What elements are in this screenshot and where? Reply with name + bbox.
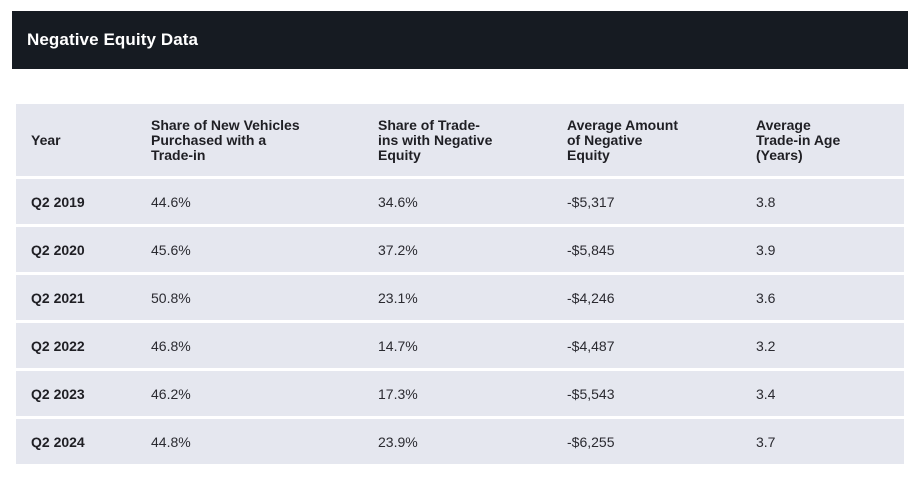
- average-trade-in-age-cell: 3.7: [741, 419, 904, 464]
- column-header-text: Share of Trade-ins with Negative Equity: [378, 116, 493, 163]
- share-negative-equity-cell: 23.9%: [363, 419, 552, 464]
- table-row: Q2 2021 50.8% 23.1% -$4,246 3.6: [16, 275, 904, 323]
- column-header-text: Average Amount of Negative Equity: [567, 116, 678, 163]
- title-bar: Negative Equity Data: [12, 11, 908, 69]
- share-new-vehicles-cell: 44.6%: [136, 179, 363, 227]
- average-negative-equity-cell: -$4,246: [552, 275, 741, 323]
- share-negative-equity-cell: 23.1%: [363, 275, 552, 323]
- table-row: Q2 2020 45.6% 37.2% -$5,845 3.9: [16, 227, 904, 275]
- table-row: Q2 2023 46.2% 17.3% -$5,543 3.4: [16, 371, 904, 419]
- average-trade-in-age-cell: 3.9: [741, 227, 904, 275]
- year-cell: Q2 2022: [16, 323, 136, 371]
- column-header-text: Share of New Vehicles Purchased with a T…: [151, 116, 300, 163]
- share-new-vehicles-cell: 45.6%: [136, 227, 363, 275]
- year-cell: Q2 2020: [16, 227, 136, 275]
- share-new-vehicles-cell: 46.2%: [136, 371, 363, 419]
- average-negative-equity-cell: -$6,255: [552, 419, 741, 464]
- year-cell: Q2 2021: [16, 275, 136, 323]
- average-trade-in-age-cell: 3.6: [741, 275, 904, 323]
- column-header-year: Year: [16, 104, 136, 179]
- average-trade-in-age-cell: 3.4: [741, 371, 904, 419]
- column-header-text: Average Trade-in Age (Years): [756, 116, 841, 163]
- average-negative-equity-cell: -$5,543: [552, 371, 741, 419]
- share-new-vehicles-cell: 50.8%: [136, 275, 363, 323]
- average-negative-equity-cell: -$5,317: [552, 179, 741, 227]
- column-header-average-negative-equity: Average Amount of Negative Equity: [552, 104, 741, 179]
- average-trade-in-age-cell: 3.2: [741, 323, 904, 371]
- share-negative-equity-cell: 14.7%: [363, 323, 552, 371]
- average-negative-equity-cell: -$4,487: [552, 323, 741, 371]
- page-title: Negative Equity Data: [27, 30, 199, 49]
- share-new-vehicles-cell: 46.8%: [136, 323, 363, 371]
- column-header-average-trade-in-age: Average Trade-in Age (Years): [741, 104, 904, 179]
- column-header-share-new-vehicles: Share of New Vehicles Purchased with a T…: [136, 104, 363, 179]
- table-header-row: Year Share of New Vehicles Purchased wit…: [16, 104, 904, 179]
- share-negative-equity-cell: 37.2%: [363, 227, 552, 275]
- share-negative-equity-cell: 34.6%: [363, 179, 552, 227]
- table-row: Q2 2022 46.8% 14.7% -$4,487 3.2: [16, 323, 904, 371]
- year-cell: Q2 2024: [16, 419, 136, 464]
- table-row: Q2 2019 44.6% 34.6% -$5,317 3.8: [16, 179, 904, 227]
- year-cell: Q2 2019: [16, 179, 136, 227]
- average-negative-equity-cell: -$5,845: [552, 227, 741, 275]
- share-negative-equity-cell: 17.3%: [363, 371, 552, 419]
- table-row: Q2 2024 44.8% 23.9% -$6,255 3.7: [16, 419, 904, 464]
- share-new-vehicles-cell: 44.8%: [136, 419, 363, 464]
- column-header-share-negative-equity: Share of Trade-ins with Negative Equity: [363, 104, 552, 179]
- negative-equity-table: Year Share of New Vehicles Purchased wit…: [16, 104, 904, 464]
- year-cell: Q2 2023: [16, 371, 136, 419]
- average-trade-in-age-cell: 3.8: [741, 179, 904, 227]
